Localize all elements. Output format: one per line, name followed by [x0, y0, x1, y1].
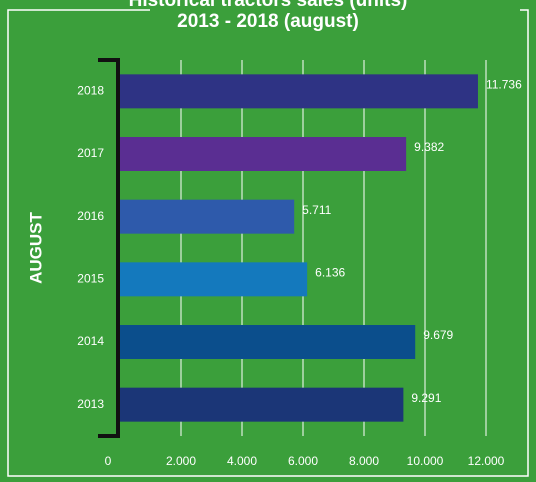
- y-tick-label: 2017: [77, 146, 104, 160]
- chart-title: Historical tractors sales (units): [129, 0, 408, 11]
- bar: [120, 387, 404, 422]
- bar: [120, 262, 308, 297]
- bar: [120, 199, 295, 234]
- y-axis-label: AUGUST: [26, 211, 45, 283]
- value-label: 6.136: [315, 266, 345, 280]
- x-tick-label: 12.000: [468, 454, 505, 468]
- chart-subtitle: 2013 - 2018 (august): [177, 11, 359, 32]
- value-label: 9.679: [423, 328, 453, 342]
- y-tick-label: 2014: [77, 334, 104, 348]
- y-tick-label: 2013: [77, 397, 104, 411]
- value-label: 9.291: [411, 391, 441, 405]
- axis-bracket: [98, 58, 120, 438]
- bar: [120, 325, 416, 359]
- y-tick-label: 2015: [77, 272, 104, 286]
- value-label: 5.711: [302, 203, 331, 217]
- y-tick-label: 2016: [77, 209, 104, 223]
- x-tick-label: 2.000: [166, 454, 196, 468]
- value-label: 11.736: [486, 78, 522, 92]
- y-tick-label: 2018: [77, 84, 104, 98]
- x-tick-label: 0: [105, 454, 112, 468]
- value-label: 9.382: [414, 140, 444, 154]
- x-tick-label: 4.000: [227, 454, 257, 468]
- x-tick-label: 6.000: [288, 454, 318, 468]
- x-tick-label: 10.000: [407, 454, 444, 468]
- frame: [7, 9, 529, 477]
- bar: [120, 137, 407, 171]
- bar: [120, 74, 478, 109]
- x-tick-label: 8.000: [349, 454, 379, 468]
